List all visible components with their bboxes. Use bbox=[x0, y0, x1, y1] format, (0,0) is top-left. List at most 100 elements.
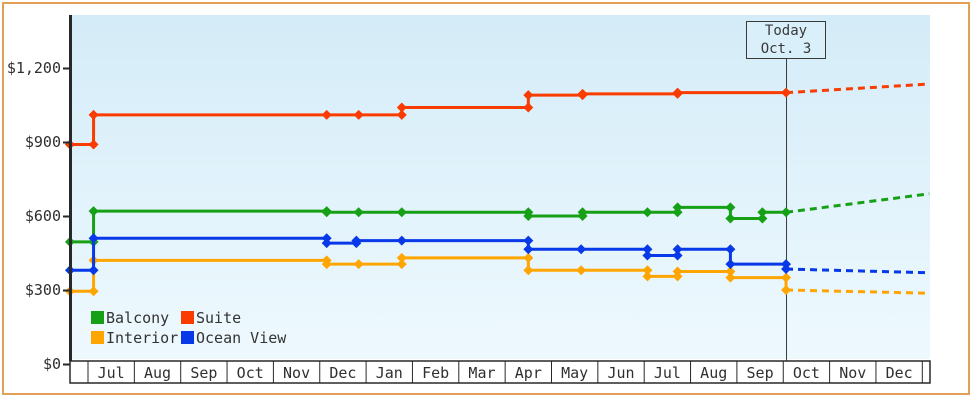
data-point-marker bbox=[725, 266, 736, 277]
legend-label: Balcony bbox=[106, 308, 170, 327]
y-tick-label: $300 bbox=[25, 281, 61, 299]
data-point-marker bbox=[321, 259, 332, 270]
month-label: Sep bbox=[747, 364, 774, 382]
data-point-marker bbox=[88, 265, 99, 276]
data-point-marker bbox=[321, 238, 332, 249]
month-axis-strip bbox=[69, 360, 931, 384]
y-tick-label: $900 bbox=[25, 133, 61, 151]
month-label: Oct bbox=[793, 364, 820, 382]
data-point-marker bbox=[321, 109, 332, 120]
data-point-marker bbox=[396, 259, 407, 270]
y-tick-label: $600 bbox=[25, 207, 61, 225]
today-label-line2: Oct. 3 bbox=[760, 41, 812, 57]
data-point-marker bbox=[642, 271, 653, 282]
data-point-marker bbox=[88, 286, 99, 297]
data-point-marker bbox=[396, 102, 407, 113]
legend-item-ocean-view: Ocean View bbox=[181, 328, 286, 347]
month-label: Jun bbox=[607, 364, 634, 382]
data-point-marker bbox=[396, 207, 407, 218]
data-point-marker bbox=[642, 207, 653, 218]
data-point-marker bbox=[725, 272, 736, 283]
series-markers-ocean-view bbox=[64, 233, 792, 276]
data-point-marker bbox=[88, 206, 99, 217]
data-point-marker bbox=[725, 202, 736, 213]
data-point-marker bbox=[672, 87, 683, 98]
series-line-suite bbox=[69, 91, 787, 146]
chart-legend: Balcony Suite Interior Ocean View bbox=[91, 308, 286, 347]
data-point-marker bbox=[642, 250, 653, 261]
data-point-marker bbox=[88, 233, 99, 244]
month-label: Aug bbox=[700, 364, 727, 382]
data-point-marker bbox=[672, 202, 683, 213]
legend-swatch bbox=[91, 311, 104, 324]
y-tick-label: $0 bbox=[43, 355, 61, 373]
month-label: Nov bbox=[283, 364, 310, 382]
data-point-marker bbox=[725, 259, 736, 270]
data-point-marker bbox=[781, 207, 792, 218]
month-label: May bbox=[561, 364, 588, 382]
month-label: Mar bbox=[468, 364, 495, 382]
data-point-marker bbox=[577, 88, 588, 99]
data-point-marker bbox=[353, 207, 364, 218]
legend-swatch bbox=[91, 331, 104, 344]
series-projection-balcony bbox=[785, 192, 930, 214]
data-point-marker bbox=[353, 109, 364, 120]
data-point-marker bbox=[781, 285, 792, 295]
data-point-marker bbox=[396, 109, 407, 120]
legend-item-interior: Interior bbox=[91, 328, 181, 347]
data-point-marker bbox=[781, 272, 792, 283]
data-point-marker bbox=[396, 252, 407, 263]
legend-label: Interior bbox=[106, 328, 179, 347]
data-point-marker bbox=[577, 207, 588, 218]
data-point-marker bbox=[576, 265, 587, 276]
data-point-marker bbox=[642, 265, 653, 276]
data-point-marker bbox=[88, 109, 99, 120]
today-label-line1: Today bbox=[764, 23, 808, 39]
data-point-marker bbox=[672, 250, 683, 261]
today-marker-box: Today Oct. 3 bbox=[746, 21, 826, 59]
legend-label: Ocean View bbox=[196, 328, 287, 347]
legend-swatch bbox=[181, 331, 194, 344]
data-point-marker bbox=[523, 102, 534, 113]
month-label: Nov bbox=[839, 364, 866, 382]
data-point-marker bbox=[396, 235, 407, 246]
data-point-marker bbox=[781, 87, 792, 98]
series-markers-balcony bbox=[64, 202, 792, 247]
month-label: Sep bbox=[190, 364, 217, 382]
data-point-marker bbox=[725, 213, 736, 224]
data-point-marker bbox=[321, 207, 332, 218]
legend-label: Suite bbox=[196, 308, 242, 327]
data-point-marker bbox=[757, 207, 768, 218]
data-point-marker bbox=[88, 139, 99, 150]
data-point-marker bbox=[523, 90, 534, 101]
data-point-marker bbox=[523, 235, 534, 246]
month-label: Aug bbox=[144, 364, 171, 382]
month-label: Apr bbox=[515, 364, 542, 382]
month-label: Oct bbox=[237, 364, 264, 382]
y-tick-label: $1,200 bbox=[7, 59, 61, 77]
legend-item-suite: Suite bbox=[181, 308, 286, 327]
data-point-marker bbox=[523, 211, 534, 221]
month-label: Jan bbox=[376, 364, 403, 382]
data-point-marker bbox=[725, 244, 736, 255]
month-label: Jul bbox=[654, 364, 681, 382]
legend-swatch bbox=[181, 311, 194, 324]
data-point-marker bbox=[523, 244, 534, 255]
data-point-marker bbox=[642, 244, 653, 255]
data-point-marker bbox=[672, 266, 683, 277]
data-point-marker bbox=[576, 244, 587, 255]
month-label: Feb bbox=[422, 364, 449, 382]
data-point-marker bbox=[523, 265, 534, 276]
legend-item-balcony: Balcony bbox=[91, 308, 181, 327]
month-label: Jul bbox=[98, 364, 125, 382]
data-point-marker bbox=[781, 264, 792, 275]
data-point-marker bbox=[351, 235, 362, 246]
data-point-marker bbox=[757, 213, 768, 224]
y-axis-line bbox=[69, 15, 72, 361]
data-point-marker bbox=[672, 244, 683, 255]
month-label: Dec bbox=[329, 364, 356, 382]
data-point-marker bbox=[523, 252, 534, 263]
data-point-marker bbox=[353, 259, 364, 270]
